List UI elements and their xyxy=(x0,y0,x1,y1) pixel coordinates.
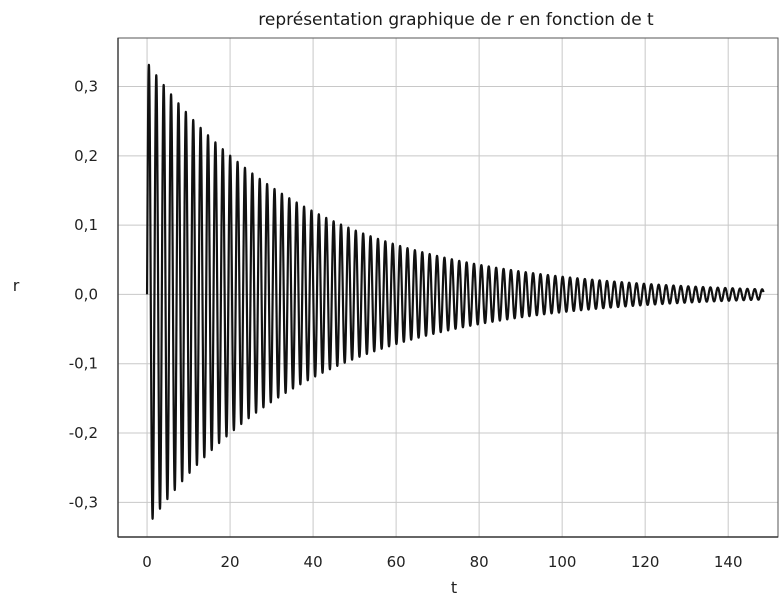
y-axis-label: r xyxy=(13,276,20,295)
x-tick-label: 140 xyxy=(714,553,743,571)
x-tick-label: 100 xyxy=(548,553,577,571)
y-tick-label: -0,1 xyxy=(69,355,98,373)
x-tick-label: 0 xyxy=(142,553,152,571)
x-tick-label: 40 xyxy=(304,553,323,571)
x-axis-label: t xyxy=(451,578,457,597)
x-tick-label: 80 xyxy=(470,553,489,571)
x-tick-label: 120 xyxy=(631,553,660,571)
y-tick-label: -0,3 xyxy=(69,493,98,511)
series-layer xyxy=(145,63,765,520)
x-tick-label: 20 xyxy=(221,553,240,571)
y-tick-label: 0,2 xyxy=(74,147,98,165)
tick-labels: 0 20 40 60 80 100 120 140 0,3 0,2 0,1 0,0 -0,1 -0,2 -0… xyxy=(69,78,743,571)
y-tick-label: 0,3 xyxy=(74,78,98,96)
y-tick-label: -0,2 xyxy=(69,424,98,442)
chart-title: représentation graphique de r en fonctio… xyxy=(258,10,654,30)
series-line xyxy=(145,63,765,520)
y-tick-label: 0,1 xyxy=(74,216,98,234)
axes xyxy=(117,37,779,538)
x-tick-label: 60 xyxy=(387,553,406,571)
y-tick-label: 0,0 xyxy=(74,285,98,303)
